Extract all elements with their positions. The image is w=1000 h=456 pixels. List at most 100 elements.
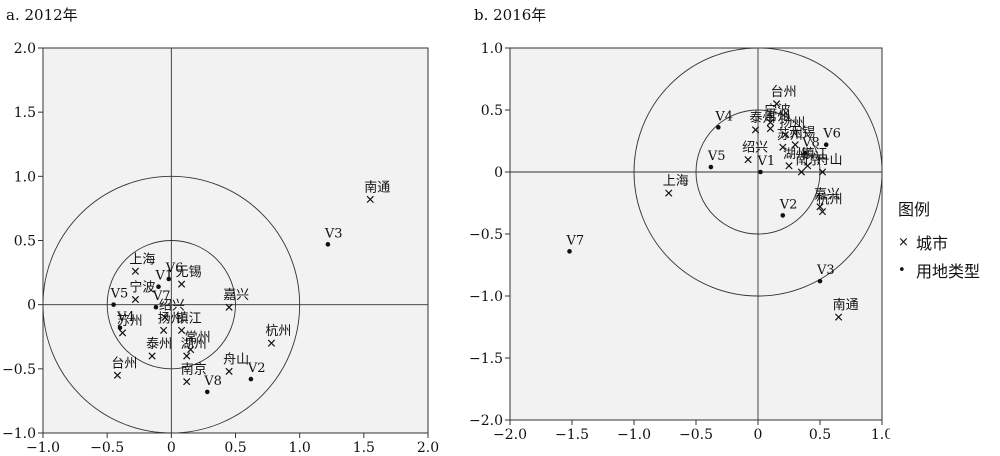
city-label-b-4: 泰州	[750, 111, 776, 126]
city-point-a-12	[148, 352, 156, 360]
y-tick-label-a-1: −0.5	[2, 362, 36, 378]
land-type-label-a-6: V7	[152, 289, 171, 304]
chart-panel-a: −1.0 −0.5 0 0.5 1.0 1.5 2.0 −1.0 −0.5 0 0.5 1.0 1.5 2…	[2, 41, 439, 456]
city-point-b-13	[818, 208, 827, 216]
y-tick-label-b-2: −1.0	[469, 289, 503, 305]
land-type-point-a-2	[325, 242, 331, 247]
x-tick-label-a-3: 0.5	[224, 440, 246, 456]
city-label-b-15: 南通	[833, 297, 859, 313]
x-tick-label-a-0: −1.0	[26, 440, 60, 456]
y-tick-label-b-3: −0.5	[469, 227, 503, 243]
city-label-a-13: 湖州	[181, 337, 207, 352]
land-type-point-a-1	[248, 376, 254, 382]
city-point-b-11	[797, 168, 806, 176]
city-label-a-4: 嘉兴	[223, 288, 249, 303]
city-label-a-11: 台州	[111, 356, 137, 371]
land-type-label-b-6: V7	[566, 233, 585, 248]
x-tick-label-b-1: −1.5	[555, 427, 589, 443]
land-type-point-b-2	[817, 278, 823, 284]
city-label-a-10: 杭州	[265, 324, 291, 339]
legend: 图例 × 城市 • 用地类型	[898, 196, 980, 284]
city-label-b-5: 无锡	[789, 126, 815, 141]
city-point-b-15	[834, 313, 843, 321]
city-point-b-0	[766, 118, 775, 127]
city-label-b-10: 镇江	[802, 147, 828, 162]
y-tick-label-b-5: 0.5	[481, 103, 503, 119]
city-label-a-14: 舟山	[223, 352, 249, 367]
city-label-a-0: 南通	[364, 179, 390, 195]
city-point-b-10	[803, 162, 812, 170]
land-type-point-b-0	[758, 169, 763, 175]
land-type-label-a-4: V5	[110, 287, 129, 302]
city-point-a-5	[161, 313, 169, 322]
land-type-label-b-3: V4	[714, 109, 733, 124]
plot-area-a	[42, 47, 429, 434]
y-tick-label-a-2: 0	[27, 298, 36, 314]
city-point-b-7	[744, 155, 752, 164]
city-label-b-7: 绍兴	[742, 141, 768, 156]
city-point-b-5	[791, 141, 799, 149]
city-point-a-11	[113, 371, 122, 379]
land-type-label-b-0: V1	[756, 154, 775, 169]
city-point-b-1	[772, 100, 781, 108]
land-type-point-a-7	[204, 389, 210, 395]
city-label-a-8: 扬州	[158, 311, 184, 326]
land-type-point-a-6	[153, 304, 159, 310]
city-label-a-7: 苏州	[117, 313, 143, 329]
x-tick-label-a-5: 1.5	[353, 440, 375, 456]
city-marker-icon: ×	[898, 234, 909, 250]
city-label-b-3: 扬州	[779, 116, 805, 131]
land-type-label-b-7: V8	[801, 135, 820, 150]
city-label-b-11: 南京	[795, 152, 821, 168]
x-tick-label-a-4: 1.0	[289, 440, 311, 456]
city-point-a-10	[267, 339, 276, 347]
city-point-b-4	[751, 126, 760, 134]
panel-a-title: a. 2012年	[6, 6, 78, 24]
city-label-a-12: 泰州	[146, 337, 172, 352]
y-tick-label-b-1: −1.5	[469, 351, 503, 367]
x-tick-label-b-4: 0	[754, 427, 763, 443]
city-point-a-3	[131, 295, 140, 304]
chart-panel-b: −2.0 −1.5 −1.0 −0.5 0 0.5 1.0 −2.0 −1.5 −1.0 −0.5 0…	[469, 41, 890, 443]
y-tick-label-b-6: 1.0	[481, 41, 503, 57]
legend-item-city: × 城市	[898, 228, 980, 256]
y-tick-label-a-6: 2.0	[14, 41, 36, 57]
x-tick-label-a-2: 0	[167, 440, 176, 456]
land-type-label-b-2: V3	[816, 263, 835, 278]
x-tick-label-b-6: 1.0	[871, 427, 890, 443]
city-label-a-5: 绍兴	[159, 299, 185, 314]
y-tick-label-a-5: 1.5	[14, 105, 36, 121]
land-type-label-b-5: V6	[822, 127, 841, 142]
city-label-b-6: 苏州	[777, 127, 803, 143]
city-label-a-6: 镇江	[176, 311, 202, 326]
city-point-b-14	[665, 189, 673, 197]
land-type-point-b-4	[708, 164, 714, 170]
city-label-b-14: 上海	[663, 174, 689, 189]
city-point-b-3	[781, 131, 789, 139]
x-tick-label-a-6: 2.0	[417, 440, 439, 456]
land-type-point-b-3	[716, 125, 721, 130]
reference-circle-a-1	[106, 240, 236, 370]
city-point-b-8	[785, 162, 793, 170]
city-point-a-9	[186, 345, 195, 354]
city-label-a-9: 常州	[185, 331, 211, 346]
land-type-label-a-3: V4	[116, 310, 135, 325]
y-tick-label-a-0: −1.0	[2, 426, 36, 442]
reference-circle-b-1	[695, 109, 821, 235]
plot-content-b	[510, 48, 882, 420]
land-type-label-a-1: V2	[247, 361, 266, 376]
panel-b-title: b. 2016年	[474, 6, 547, 24]
land-type-label-b-4: V5	[707, 149, 726, 164]
land-type-point-a-5	[166, 276, 172, 282]
city-label-a-2: 无锡	[176, 265, 202, 280]
city-point-a-0	[366, 195, 374, 204]
legend-city-label: 城市	[916, 234, 949, 253]
land-type-point-b-1	[780, 213, 786, 218]
city-point-a-7	[118, 329, 127, 337]
land-type-point-a-0	[156, 284, 161, 290]
city-point-a-13	[183, 352, 191, 360]
land-type-point-a-3	[117, 325, 123, 331]
city-label-b-12: 嘉兴	[814, 188, 840, 203]
y-tick-label-a-3: 0.5	[14, 234, 36, 250]
city-label-b-9: 舟山	[816, 153, 842, 168]
